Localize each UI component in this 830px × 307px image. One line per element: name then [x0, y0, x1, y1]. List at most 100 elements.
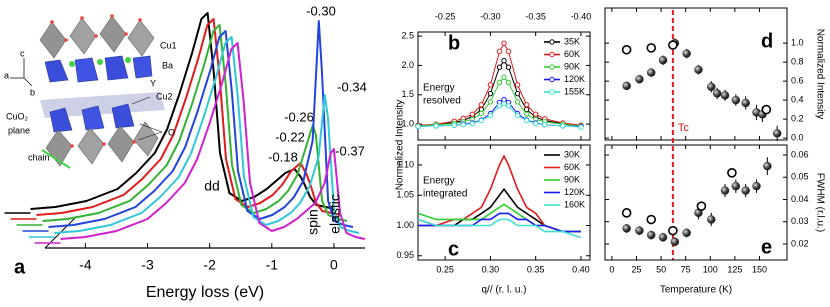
x-tick-label: -0.35	[525, 11, 546, 21]
point	[682, 49, 691, 58]
spectrum	[42, 24, 348, 222]
line	[417, 42, 581, 126]
point	[646, 68, 656, 77]
line	[417, 218, 582, 239]
marker	[501, 100, 507, 107]
open-point	[668, 40, 678, 50]
marker	[478, 117, 485, 124]
plot-frame	[417, 144, 591, 261]
y-tick-label: 0.0	[791, 132, 804, 142]
legend-label: 120K	[564, 187, 585, 197]
open-point	[621, 208, 632, 218]
inset-label: CuO₂	[6, 111, 29, 121]
tc-label: Tc	[678, 122, 690, 134]
line	[417, 76, 581, 127]
y-tick-label: 0.2	[791, 113, 804, 123]
marker	[578, 124, 584, 130]
marker	[560, 123, 566, 129]
annotation: elastic	[327, 194, 343, 234]
spectrum	[48, 20, 354, 228]
marker	[532, 111, 539, 117]
legend-label: 120K	[564, 74, 585, 84]
y-tick-label: 0.8	[791, 57, 804, 67]
x-tick-label: 0	[330, 257, 338, 273]
y-tick-label: 0.4	[791, 94, 804, 104]
inset-label: O	[168, 127, 175, 137]
marker	[514, 112, 521, 119]
x-tick-label: 125	[727, 264, 742, 274]
open-point	[646, 214, 657, 225]
y-tick-label: 1.5	[401, 89, 414, 99]
y-tick-label: 2.5	[401, 30, 414, 40]
marker	[505, 64, 512, 70]
open-point	[696, 201, 707, 211]
y-tick-label: 1.10	[396, 159, 414, 169]
open-point	[646, 43, 657, 53]
marker	[496, 64, 503, 70]
x-tick-label: -2	[203, 257, 216, 273]
y-tick-label: 0.02	[791, 238, 809, 248]
inset-label: a	[4, 70, 9, 80]
plot-frame	[417, 31, 591, 141]
spectrum	[60, 42, 366, 240]
inset-label: plane	[8, 125, 30, 135]
point	[670, 237, 680, 247]
marker	[523, 111, 530, 117]
open-point	[727, 168, 737, 178]
x-tick-label: -1	[266, 257, 279, 273]
x-axis-label: Temperature (K)	[660, 285, 732, 296]
legend-label: 60K	[564, 49, 580, 59]
point	[622, 81, 631, 91]
inset-label: Cu1	[160, 40, 177, 50]
x-tick-label: -0.40	[571, 11, 592, 21]
x-tick-label: 50	[656, 264, 666, 274]
point	[706, 82, 716, 92]
panel-label: d	[761, 30, 773, 52]
point	[752, 181, 761, 191]
y-tick-label: 1.0	[791, 38, 804, 48]
peak-label: -0.37	[335, 143, 365, 158]
annotation: Energy	[423, 176, 455, 187]
x-tick-label: 0.35	[527, 264, 545, 274]
marker	[501, 58, 507, 64]
marker	[514, 82, 521, 88]
x-axis-label: Energy loss (eV)	[146, 284, 264, 301]
x-tick-label: -0.25	[435, 11, 456, 21]
panel-label: a	[14, 256, 26, 278]
inset-label: Cu2	[156, 91, 173, 101]
marker	[469, 120, 476, 127]
point	[635, 74, 644, 84]
panel-label: e	[761, 236, 772, 258]
x-tick-label: -3	[141, 257, 154, 273]
y-tick-label: 0.6	[791, 75, 804, 85]
marker	[514, 99, 521, 105]
marker	[542, 122, 548, 128]
line	[417, 59, 581, 126]
spectrum	[36, 18, 342, 216]
inset-label: b	[30, 87, 35, 97]
point	[731, 181, 741, 191]
marker	[433, 123, 439, 129]
x-tick-label: 150	[752, 264, 767, 274]
marker	[501, 40, 507, 46]
x-tick-label: 0	[609, 264, 614, 274]
marker	[478, 110, 485, 117]
point	[772, 129, 782, 138]
line	[418, 187, 581, 233]
y-tick-label: 0.06	[791, 149, 809, 159]
plot-frame	[604, 144, 788, 261]
annotation: integrated	[423, 189, 467, 200]
crystal-inset	[10, 14, 165, 169]
y-axis-label: Normalized Intensity	[814, 29, 825, 120]
x-tick-label: 0.25	[436, 264, 454, 274]
point	[635, 226, 644, 235]
point	[658, 233, 668, 242]
plot-frame	[604, 7, 788, 141]
point	[646, 230, 656, 240]
x-tick-label: -0.30	[480, 11, 501, 21]
point	[622, 224, 631, 233]
inset-label: chain	[28, 152, 50, 162]
marker	[496, 79, 503, 86]
line	[418, 212, 581, 233]
